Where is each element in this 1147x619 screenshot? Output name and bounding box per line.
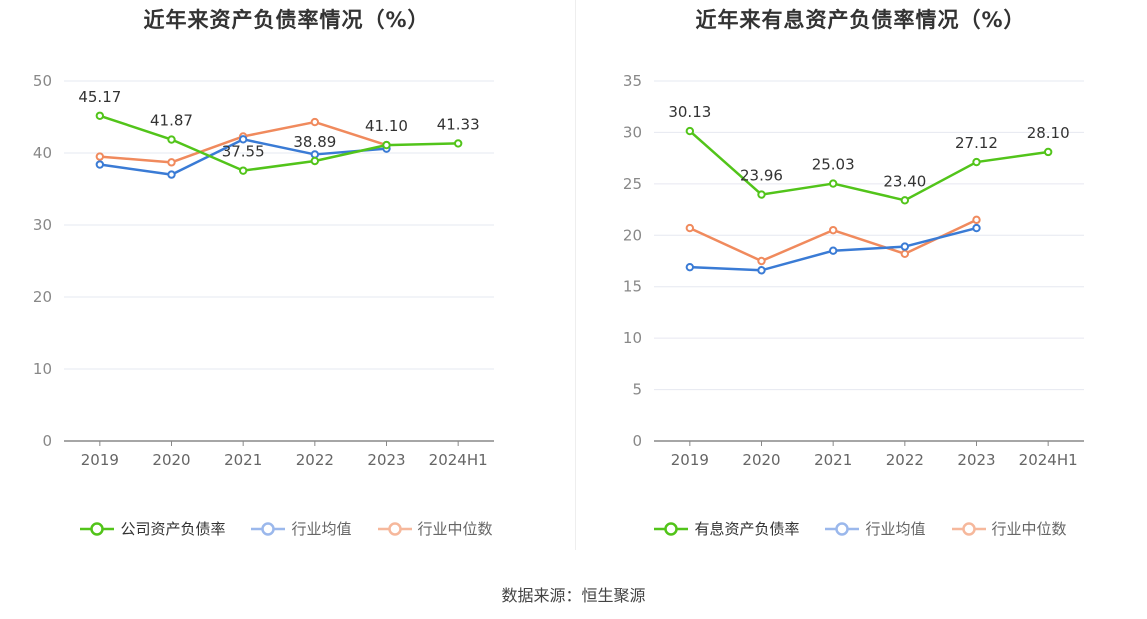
- data-label: 28.10: [1027, 124, 1070, 142]
- y-tick-label: 40: [33, 144, 52, 162]
- data-point: [828, 246, 838, 255]
- line-chart-interest-debt-ratio: 0 5 10 15 20 25 30 35 2019 2020 2021 2022 2023 2024H1…: [623, 72, 1084, 469]
- chart-panel-debt-ratio: 近年来资产负债率情况（%） 0 10 20 30 40 50 2019 2020 2021 202…: [0, 0, 573, 560]
- data-point: [828, 225, 838, 235]
- legend-label: 有息资产负债率: [694, 520, 800, 538]
- legend-label: 公司资产负债率: [120, 520, 226, 538]
- data-label: 41.33: [437, 115, 480, 133]
- y-tick-label: 50: [33, 72, 52, 90]
- series-line: [689, 130, 1049, 202]
- data-label: 38.89: [293, 133, 336, 151]
- data-point: [685, 223, 695, 233]
- legend-label: 行业均值: [865, 520, 926, 538]
- data-point: [685, 262, 695, 272]
- chart-title: 近年来有息资产负债率情况（%）: [695, 8, 1026, 32]
- x-tick-label: 2024H1: [429, 451, 488, 469]
- chart-panel-interest-debt-ratio: 近年来有息资产负债率情况（%） 0 5 10 15 20 25 30 35 2019 2020 20…: [574, 0, 1147, 560]
- data-point: [900, 196, 910, 205]
- y-tick-label: 0: [42, 432, 52, 450]
- legend-label: 行业中位数: [991, 520, 1067, 538]
- y-tick-label: 30: [33, 216, 52, 234]
- legend-item-company[interactable]: 公司资产负债率: [80, 518, 225, 539]
- data-point: [972, 223, 981, 233]
- x-tick-label: 2024H1: [1019, 451, 1078, 469]
- data-point: [382, 140, 391, 150]
- y-tick-label: 15: [623, 278, 642, 296]
- legend-marker-blue-icon: [825, 521, 860, 536]
- data-label: 25.03: [812, 156, 855, 174]
- chart-legend: 有息资产负债率 行业均值 行业中位数: [574, 518, 1147, 539]
- y-tick-label: 30: [623, 123, 642, 141]
- x-tick-label: 2020: [152, 451, 190, 469]
- legend-item-interest-debt[interactable]: 有息资产负债率: [654, 518, 799, 539]
- x-tick-label: 2023: [367, 451, 405, 469]
- data-point: [310, 150, 320, 159]
- data-point: [900, 242, 910, 251]
- data-point: [95, 111, 105, 120]
- data-source-note: 数据来源：恒生聚源: [501, 586, 646, 605]
- chart-legend: 公司资产负债率 行业均值 行业中位数: [0, 518, 573, 539]
- legend-marker-green-icon: [80, 521, 115, 536]
- data-point: [828, 179, 838, 188]
- legend-marker-green-icon: [654, 521, 689, 536]
- data-point: [972, 215, 981, 225]
- legend-label: 行业均值: [291, 520, 352, 538]
- data-label: 41.10: [365, 117, 408, 135]
- data-point: [167, 170, 176, 179]
- x-tick-label: 2021: [224, 451, 262, 469]
- data-label: 41.87: [150, 112, 193, 130]
- data-label: 30.13: [668, 103, 711, 121]
- legend-item-industry-median[interactable]: 行业中位数: [377, 518, 493, 539]
- legend-item-industry-mean[interactable]: 行业均值: [825, 518, 926, 539]
- data-point: [95, 152, 105, 161]
- chart-title: 近年来资产负债率情况（%）: [143, 8, 430, 32]
- data-point: [757, 190, 766, 199]
- y-tick-label: 5: [632, 381, 642, 399]
- data-point: [167, 158, 176, 167]
- x-tick-label: 2023: [957, 451, 995, 469]
- y-tick-label: 10: [623, 329, 642, 347]
- data-label: 23.40: [883, 172, 926, 190]
- y-tick-label: 20: [623, 226, 642, 244]
- data-label: 23.96: [740, 167, 783, 185]
- x-tick-label: 2019: [81, 451, 119, 469]
- legend-marker-orange-icon: [951, 521, 986, 536]
- y-tick-label: 25: [623, 175, 642, 193]
- data-point: [685, 126, 695, 136]
- data-point: [453, 139, 463, 148]
- data-point: [310, 156, 320, 166]
- legend-item-industry-mean[interactable]: 行业均值: [251, 518, 352, 539]
- data-label: 37.55: [222, 143, 265, 161]
- x-tick-label: 2021: [814, 451, 852, 469]
- data-point: [757, 256, 766, 266]
- y-tick-label: 0: [632, 432, 642, 450]
- x-tick-label: 2020: [742, 451, 780, 469]
- data-point: [972, 157, 981, 167]
- data-point: [757, 266, 766, 275]
- legend-marker-orange-icon: [377, 521, 412, 536]
- data-point: [1043, 147, 1053, 157]
- data-point: [238, 166, 248, 175]
- y-tick-label: 35: [623, 72, 642, 90]
- legend-item-industry-median[interactable]: 行业中位数: [951, 518, 1067, 539]
- data-label: 45.17: [78, 88, 121, 106]
- line-chart-debt-ratio: 0 10 20 30 40 50 2019 2020 2021 2022 2023 2024H1 45.…: [33, 72, 494, 469]
- panel-divider: [575, 0, 576, 550]
- data-label: 27.12: [955, 134, 998, 152]
- series-line: [99, 114, 459, 172]
- data-point: [238, 135, 248, 144]
- data-point: [95, 160, 105, 169]
- legend-label: 行业中位数: [417, 520, 493, 538]
- x-tick-label: 2022: [886, 451, 924, 469]
- legend-marker-blue-icon: [251, 521, 286, 536]
- y-tick-label: 20: [33, 288, 52, 306]
- x-tick-label: 2022: [296, 451, 334, 469]
- y-tick-label: 10: [33, 360, 52, 378]
- data-point: [310, 117, 320, 127]
- data-point: [167, 135, 176, 144]
- data-point: [900, 249, 910, 259]
- x-tick-label: 2019: [671, 451, 709, 469]
